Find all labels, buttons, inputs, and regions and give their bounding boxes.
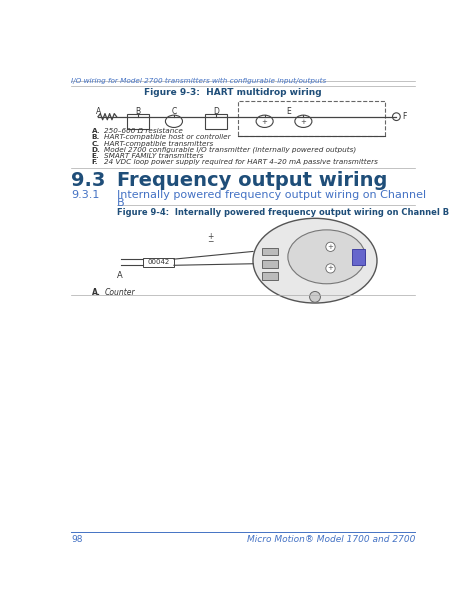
Text: I/O wiring for Model 2700 transmitters with configurable input/outputs: I/O wiring for Model 2700 transmitters w… — [71, 77, 326, 83]
Text: +: + — [207, 232, 214, 240]
Text: A: A — [96, 107, 101, 116]
Text: D: D — [213, 107, 219, 116]
Text: 24 VDC loop power supply required for HART 4–20 mA passive transmitters: 24 VDC loop power supply required for HA… — [104, 159, 378, 165]
Text: A.: A. — [92, 287, 100, 297]
Circle shape — [392, 113, 400, 121]
Text: −: − — [207, 237, 214, 246]
Text: C.: C. — [92, 140, 100, 147]
Ellipse shape — [253, 218, 377, 303]
Bar — [262, 272, 278, 280]
Text: 9.3: 9.3 — [71, 172, 105, 191]
Text: C: C — [171, 107, 177, 116]
Text: 98: 98 — [71, 535, 82, 544]
Bar — [262, 260, 278, 268]
Text: HART-compatible host or controller: HART-compatible host or controller — [104, 134, 231, 140]
Circle shape — [326, 242, 335, 251]
Text: Figure 9-4:  Internally powered frequency output wiring on Channel B: Figure 9-4: Internally powered frequency… — [118, 208, 449, 216]
Text: E: E — [287, 107, 292, 116]
Text: B.: B. — [92, 134, 100, 140]
Bar — [128, 113, 149, 129]
Ellipse shape — [165, 115, 182, 128]
Text: F.: F. — [92, 159, 98, 165]
Text: Figure 9-3:  HART multidrop wiring: Figure 9-3: HART multidrop wiring — [145, 88, 322, 97]
Text: A.: A. — [92, 128, 100, 134]
Text: +: + — [300, 120, 306, 126]
Text: F: F — [402, 112, 406, 121]
Text: SMART FAMILY transmitters: SMART FAMILY transmitters — [104, 153, 203, 159]
Text: B: B — [118, 197, 125, 208]
Text: 00042: 00042 — [147, 259, 170, 265]
Text: Counter: Counter — [104, 287, 135, 297]
Text: +: + — [262, 120, 267, 126]
Bar — [143, 257, 174, 267]
Text: E.: E. — [92, 153, 100, 159]
Bar — [352, 249, 365, 265]
Circle shape — [326, 264, 335, 273]
Bar — [262, 248, 278, 255]
Text: Micro Motion® Model 1700 and 2700: Micro Motion® Model 1700 and 2700 — [246, 535, 415, 544]
Text: HART-compatible transmitters: HART-compatible transmitters — [104, 140, 213, 147]
Text: D.: D. — [92, 147, 100, 153]
Text: 250–600 Ω resistance: 250–600 Ω resistance — [104, 128, 183, 134]
Text: B: B — [136, 107, 141, 116]
Text: A: A — [118, 272, 123, 281]
Ellipse shape — [288, 230, 365, 284]
Text: Frequency output wiring: Frequency output wiring — [118, 172, 388, 191]
Text: Model 2700 configurable I/O transmitter (internally powered outputs): Model 2700 configurable I/O transmitter … — [104, 147, 356, 153]
Text: Internally powered frequency output wiring on Channel: Internally powered frequency output wiri… — [118, 190, 427, 200]
Ellipse shape — [295, 115, 312, 128]
Ellipse shape — [256, 115, 273, 128]
Text: +: + — [328, 265, 333, 272]
Bar — [205, 113, 227, 129]
Circle shape — [310, 291, 320, 302]
Bar — [237, 101, 385, 136]
Text: +: + — [328, 244, 333, 250]
Text: 9.3.1: 9.3.1 — [71, 190, 99, 200]
